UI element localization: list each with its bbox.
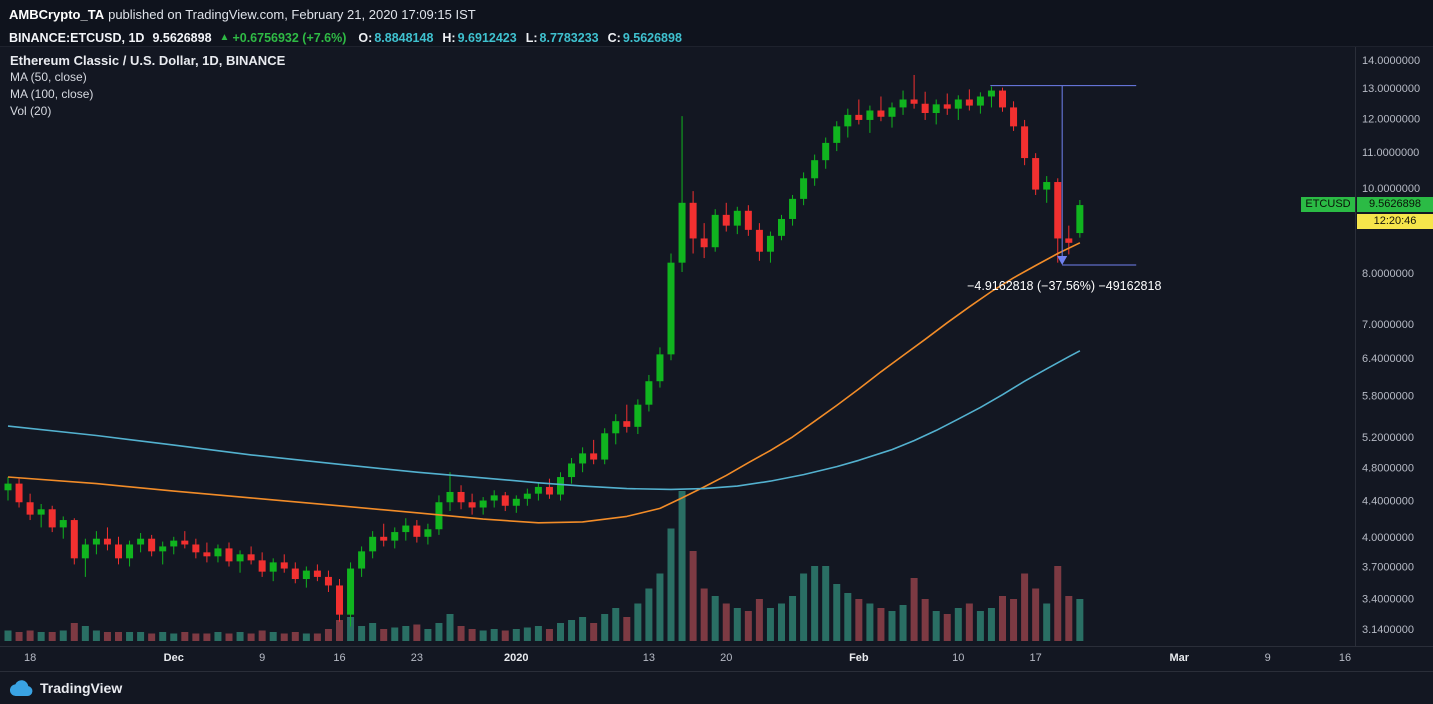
svg-text:23: 23 [411, 652, 423, 664]
svg-text:6.4000000: 6.4000000 [1362, 353, 1414, 365]
svg-text:8.0000000: 8.0000000 [1362, 268, 1414, 280]
time-axis[interactable] [0, 646, 1433, 673]
candlesticks [4, 74, 1084, 627]
svg-text:5.8000000: 5.8000000 [1362, 390, 1414, 402]
measurement-label: −4.9162818 (−37.56%) −49162818 [967, 279, 1161, 293]
publisher-name: AMBCrypto_TA [9, 7, 105, 23]
low-label: L: [525, 30, 538, 45]
svg-text:4.4000000: 4.4000000 [1362, 495, 1414, 507]
price-chart-canvas[interactable]: −4.9162818 (−37.56%) −49162818 14.0000000… [0, 46, 1433, 673]
svg-text:16: 16 [333, 652, 345, 664]
svg-text:Feb: Feb [849, 652, 869, 664]
svg-text:17: 17 [1030, 652, 1042, 664]
svg-text:10: 10 [952, 652, 964, 664]
svg-text:12.0000000: 12.0000000 [1362, 114, 1420, 126]
moving-averages [7, 242, 1081, 524]
open-label: O: [358, 30, 373, 45]
tradingview-cloud-icon [10, 679, 33, 696]
price-axis[interactable] [1356, 47, 1433, 646]
symbol-price-tag: ETCUSD [1301, 196, 1355, 212]
price-axis-labels: 14.0000000 13.0000000 12.0000000 11.0000000… [1362, 55, 1420, 636]
high-value: 9.6912423 [457, 30, 517, 45]
chart-area[interactable]: −4.9162818 (−37.56%) −49162818 14.0000000… [0, 45, 1433, 673]
close-label: C: [607, 30, 621, 45]
svg-text:20: 20 [720, 652, 732, 664]
publish-info-bar: AMBCrypto_TA published on TradingView.co… [0, 0, 1433, 30]
svg-text:2020: 2020 [504, 652, 528, 664]
svg-text:14.0000000: 14.0000000 [1362, 55, 1420, 67]
bar-countdown-tag: 12:20:46 [1357, 213, 1433, 229]
last-price: 9.5626898 [152, 30, 212, 45]
ma100-line [7, 350, 1081, 491]
time-axis-labels: 18 Dec 9 16 23 2020 13 20 Feb 10 17 Mar 9 16 [24, 652, 1351, 664]
svg-text:4.8000000: 4.8000000 [1362, 462, 1414, 474]
svg-text:11.0000000: 11.0000000 [1362, 147, 1419, 159]
svg-text:5.2000000: 5.2000000 [1362, 432, 1414, 444]
symbol-title: BINANCE:ETCUSD, 1D [9, 30, 145, 45]
svg-text:7.0000000: 7.0000000 [1362, 319, 1414, 331]
svg-text:16: 16 [1339, 652, 1351, 664]
footer-bar: TradingView [0, 671, 1433, 704]
last-price-tag: 9.5626898 [1357, 196, 1433, 212]
svg-text:13: 13 [643, 652, 655, 664]
svg-text:3.4000000: 3.4000000 [1362, 594, 1414, 606]
svg-text:Dec: Dec [164, 652, 184, 664]
ma50-line [7, 242, 1081, 524]
close-value: 9.5626898 [622, 30, 682, 45]
svg-text:4.0000000: 4.0000000 [1362, 532, 1414, 544]
svg-text:Mar: Mar [1170, 652, 1190, 664]
svg-text:3.1400000: 3.1400000 [1362, 624, 1414, 636]
high-label: H: [442, 30, 456, 45]
svg-text:10.0000000: 10.0000000 [1362, 183, 1420, 195]
publish-info-text: published on TradingView.com, February 2… [108, 7, 476, 23]
axis-borders [0, 46, 1433, 647]
open-value: 8.8848148 [374, 30, 434, 45]
svg-text:18: 18 [24, 652, 36, 664]
tradingview-brand-text: TradingView [40, 680, 123, 697]
svg-text:9: 9 [259, 652, 265, 664]
low-value: 8.7783233 [539, 30, 599, 45]
measurement-tool: −4.9162818 (−37.56%) −49162818 [967, 85, 1161, 293]
svg-text:9: 9 [1265, 652, 1271, 664]
price-change: +0.6756932 (+7.6%) [232, 30, 347, 45]
up-arrow-icon: ▲ [219, 32, 230, 44]
symbol-info-bar: BINANCE:ETCUSD, 1D 9.5626898 ▲ +0.675693… [0, 29, 1433, 46]
tradingview-brand-link[interactable]: TradingView [10, 679, 123, 697]
volume-bars [4, 490, 1084, 641]
svg-text:3.7000000: 3.7000000 [1362, 561, 1414, 573]
svg-text:13.0000000: 13.0000000 [1362, 83, 1420, 95]
